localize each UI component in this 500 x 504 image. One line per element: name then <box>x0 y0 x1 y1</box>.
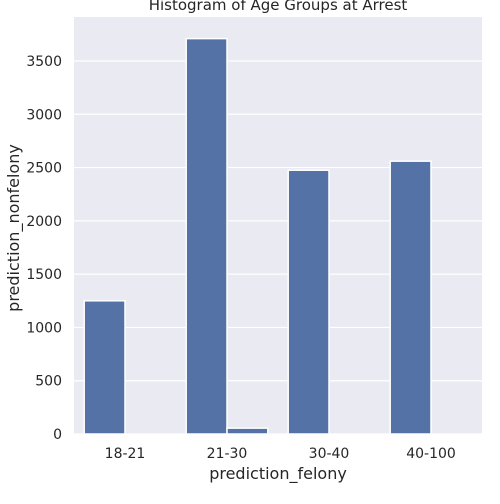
x-tick-label: 30-40 <box>309 446 350 462</box>
y-tick-labels: 0 500 1000 1500 2000 2500 3000 3500 <box>26 54 62 443</box>
bar-18-21-series-1 <box>83 300 126 435</box>
bar-21-30-series-1 <box>185 37 228 435</box>
y-tick-label: 3500 <box>26 54 62 70</box>
bars <box>83 37 432 435</box>
y-tick-label: 1000 <box>26 320 62 336</box>
x-tick-label: 21-30 <box>207 446 248 462</box>
bar-21-30-series-2 <box>226 427 269 435</box>
y-tick-label: 2500 <box>26 161 62 177</box>
y-tick-label: 0 <box>53 427 62 443</box>
x-tick-label: 18-21 <box>105 446 146 462</box>
y-tick-label: 500 <box>35 374 62 390</box>
y-tick-label: 3000 <box>26 107 62 123</box>
x-axis-label: prediction_felony <box>209 464 347 484</box>
grid-lines <box>74 60 482 435</box>
x-tick-labels: 18-21 21-30 30-40 40-100 <box>105 446 456 462</box>
bar-40-100-series-1 <box>389 160 432 435</box>
y-tick-label: 2000 <box>26 214 62 230</box>
bar-30-40-series-1 <box>287 169 330 435</box>
chart-title: Histogram of Age Groups at Arrest <box>149 0 408 14</box>
x-tick-label: 40-100 <box>406 446 456 462</box>
y-axis-label: prediction_nonfelony <box>4 144 24 312</box>
y-tick-label: 1500 <box>26 267 62 283</box>
